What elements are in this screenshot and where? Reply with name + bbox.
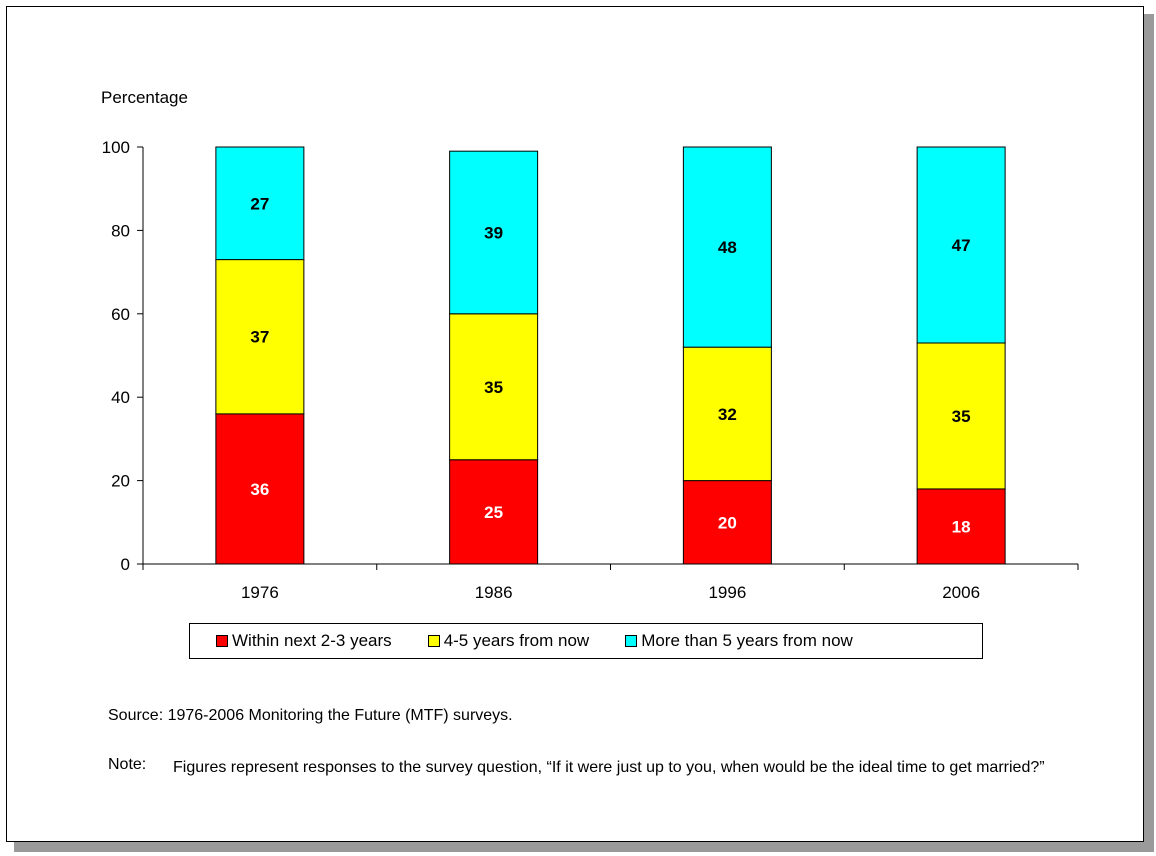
data-label-2-2: 48 bbox=[718, 238, 737, 257]
bar-0-0 bbox=[215, 413, 305, 565]
data-label-1-2: 32 bbox=[718, 405, 737, 424]
y-tick-label-2: 40 bbox=[111, 388, 130, 407]
data-label-0-1: 25 bbox=[484, 503, 503, 522]
bar-1-0 bbox=[215, 259, 305, 415]
y-tick-label-1: 20 bbox=[111, 472, 130, 491]
y-axis-label: Percentage bbox=[101, 88, 188, 107]
data-label-0-2: 20 bbox=[718, 513, 737, 532]
legend-swatch-0 bbox=[216, 635, 228, 647]
x-tick-label-1: 1986 bbox=[475, 583, 513, 602]
bar-2-1 bbox=[449, 150, 539, 315]
data-label-2-3: 47 bbox=[952, 236, 971, 255]
bar-2-3 bbox=[916, 146, 1006, 344]
note-text: Figures represent responses to the surve… bbox=[173, 759, 1045, 776]
legend-swatch-1 bbox=[427, 635, 440, 647]
x-tick-label-3: 2006 bbox=[942, 583, 980, 602]
data-label-1-3: 35 bbox=[952, 407, 971, 426]
bar-2-2 bbox=[682, 146, 772, 348]
data-label-2-0: 27 bbox=[250, 194, 269, 213]
legend: Within next 2-3 years 4-5 years from now… bbox=[189, 623, 983, 659]
y-tick-label-4: 80 bbox=[111, 221, 130, 240]
legend-item-1: 4-5 years from now bbox=[427, 631, 590, 651]
legend-swatch-2 bbox=[625, 635, 638, 647]
data-label-0-0: 36 bbox=[250, 480, 269, 499]
legend-label-0: Within next 2-3 years bbox=[232, 631, 392, 650]
data-label-2-1: 39 bbox=[484, 223, 503, 242]
bar-0-2 bbox=[682, 480, 772, 565]
source-note: Source: 1976-2006 Monitoring the Future … bbox=[108, 707, 513, 724]
x-tick-label-0: 1976 bbox=[241, 583, 279, 602]
note-label: Note: bbox=[108, 756, 147, 773]
y-tick-label-3: 60 bbox=[111, 305, 130, 324]
bar-0-3 bbox=[916, 488, 1006, 565]
bar-1-3 bbox=[916, 342, 1006, 490]
y-tick-label-0: 0 bbox=[121, 555, 130, 574]
bar-1-1 bbox=[449, 313, 539, 461]
data-label-1-0: 37 bbox=[250, 328, 269, 347]
legend-label-2: More than 5 years from now bbox=[641, 631, 853, 650]
data-label-0-3: 18 bbox=[952, 517, 971, 536]
data-label-1-1: 35 bbox=[484, 378, 503, 397]
y-tick-label-5: 100 bbox=[102, 138, 130, 157]
x-tick-label-2: 1996 bbox=[708, 583, 746, 602]
bar-2-0 bbox=[215, 146, 305, 261]
legend-label-1: 4-5 years from now bbox=[443, 631, 590, 650]
legend-item-0: Within next 2-3 years bbox=[216, 631, 392, 651]
legend-item-2: More than 5 years from now bbox=[625, 631, 853, 651]
